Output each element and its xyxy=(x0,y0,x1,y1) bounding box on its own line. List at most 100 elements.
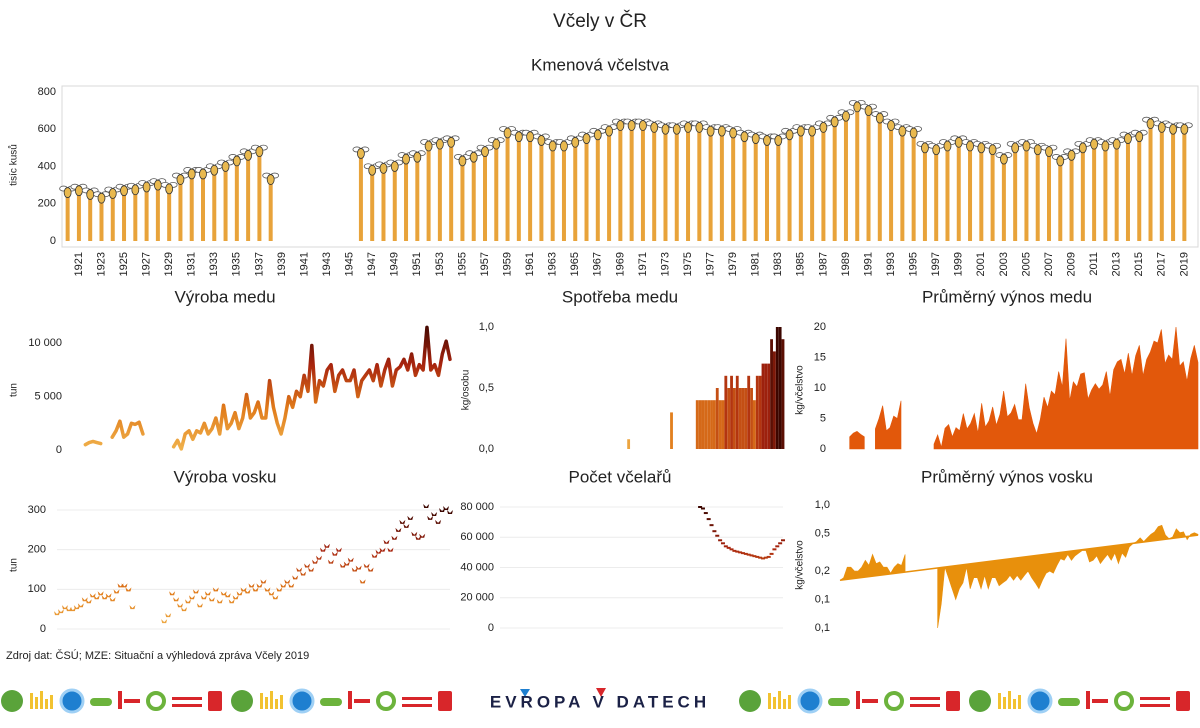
bee-body xyxy=(266,174,275,185)
point xyxy=(323,543,330,548)
bee-marker xyxy=(1051,154,1069,167)
bee-body xyxy=(808,125,817,137)
bee-body xyxy=(176,174,185,185)
bar xyxy=(1103,146,1108,241)
bee-body xyxy=(368,164,377,176)
bar xyxy=(483,151,487,241)
point xyxy=(755,555,760,558)
point xyxy=(732,549,737,552)
bar xyxy=(122,190,127,241)
bar xyxy=(415,157,420,241)
bee-body xyxy=(447,136,456,148)
bee-marker xyxy=(217,159,234,172)
bar xyxy=(832,121,837,241)
y-tick-label: 0 xyxy=(50,235,56,247)
bee-marker xyxy=(81,187,99,200)
bee-marker xyxy=(375,161,392,174)
point xyxy=(379,547,386,552)
point xyxy=(335,547,342,552)
point xyxy=(347,557,354,562)
bee-body xyxy=(875,112,884,124)
bar xyxy=(686,127,691,241)
bee-body xyxy=(469,151,478,163)
bar xyxy=(712,400,716,449)
bar xyxy=(607,131,612,241)
bee-marker xyxy=(555,139,573,152)
bee-marker xyxy=(826,114,844,128)
bee-body xyxy=(684,121,692,133)
bee-body xyxy=(661,123,670,135)
bee-body xyxy=(763,135,771,146)
bee-body xyxy=(582,133,591,144)
y-tick-label: 20 000 xyxy=(460,592,494,604)
point xyxy=(260,579,267,584)
bar xyxy=(1001,159,1006,241)
bar xyxy=(798,131,803,241)
y-tick-label: 600 xyxy=(38,123,56,135)
bar xyxy=(1035,149,1040,241)
point xyxy=(351,567,358,572)
point xyxy=(224,593,231,598)
bar xyxy=(764,363,768,449)
point xyxy=(415,535,422,540)
bee-marker xyxy=(420,139,438,152)
point xyxy=(715,534,720,537)
bar xyxy=(561,146,566,241)
bar xyxy=(695,400,699,449)
bar xyxy=(701,400,705,449)
chart-title: Průměrný výnos medu xyxy=(922,287,1092,306)
y-tick-label: 20 xyxy=(814,321,826,333)
brand: EVROPA V DATECH xyxy=(490,692,710,711)
point xyxy=(236,591,243,596)
bar xyxy=(76,190,81,241)
x-tick-label: 2015 xyxy=(1133,252,1145,276)
bar xyxy=(426,146,431,241)
point xyxy=(109,597,116,602)
bee-body xyxy=(853,101,862,113)
x-tick-label: 1937 xyxy=(253,252,265,276)
bar xyxy=(732,388,736,449)
x-tick-label: 1925 xyxy=(118,252,130,276)
bee-marker xyxy=(1175,122,1193,135)
bee-body xyxy=(774,135,783,146)
bee-marker xyxy=(871,111,889,124)
bee-body xyxy=(221,161,230,172)
bee-body xyxy=(1078,142,1087,154)
bee-marker xyxy=(194,167,212,180)
bar xyxy=(1092,144,1097,241)
bar xyxy=(715,388,719,449)
x-tick-label: 1933 xyxy=(208,252,220,276)
bee-body xyxy=(210,164,219,176)
bar xyxy=(449,142,454,241)
bee-body xyxy=(999,153,1008,165)
bar xyxy=(404,159,409,241)
bar xyxy=(744,388,748,449)
point xyxy=(331,551,338,556)
chart-title: Počet včelařů xyxy=(569,467,672,486)
bar xyxy=(710,400,713,449)
bar xyxy=(674,129,679,241)
bee-marker xyxy=(769,133,787,146)
bee-marker xyxy=(465,150,483,163)
bar xyxy=(719,131,724,241)
bee-body xyxy=(537,135,546,146)
bar xyxy=(761,363,765,449)
point xyxy=(73,605,80,610)
point xyxy=(729,548,734,551)
chart-title: Výroba medu xyxy=(174,287,275,306)
point xyxy=(698,506,703,508)
point xyxy=(212,587,219,592)
plot-frame xyxy=(61,85,1199,248)
bee-body xyxy=(1112,138,1121,150)
bar xyxy=(767,363,771,449)
y-tick-label: 0,2 xyxy=(815,565,830,577)
y-tick-label: 0,5 xyxy=(815,527,830,539)
bar xyxy=(810,131,815,241)
bee-marker xyxy=(882,118,900,131)
point xyxy=(312,559,319,564)
x-tick-label: 1985 xyxy=(795,252,807,276)
point xyxy=(280,583,287,588)
bar xyxy=(727,388,731,449)
bee-body xyxy=(706,125,715,137)
y-tick-label: 10 000 xyxy=(28,337,62,349)
